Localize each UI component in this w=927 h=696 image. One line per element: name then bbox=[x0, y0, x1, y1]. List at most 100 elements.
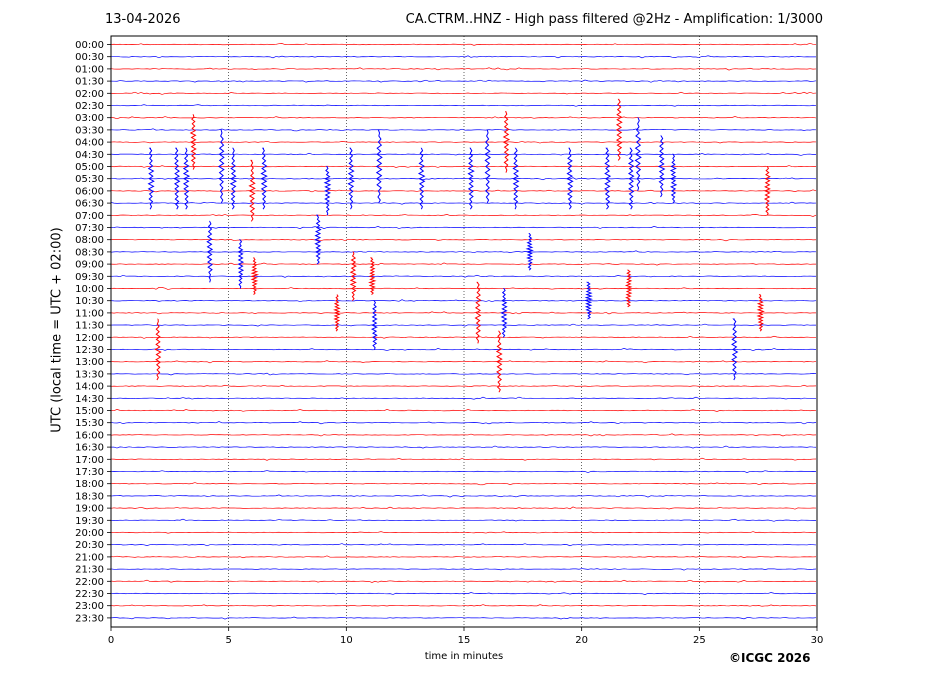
event-mark-39 bbox=[731, 318, 739, 381]
event-mark-31 bbox=[584, 281, 593, 320]
event-mark-14 bbox=[502, 111, 511, 173]
event-mark-13 bbox=[484, 129, 492, 204]
trace-1630 bbox=[110, 445, 817, 449]
x-ticks: 0 5 10 15 20 25 30 bbox=[108, 627, 824, 646]
y-tick-label-0330: 03:30 bbox=[75, 125, 104, 136]
trace-0900 bbox=[110, 262, 816, 266]
y-tick-label-0600: 06:00 bbox=[75, 186, 104, 197]
y-tick-label-1830: 18:30 bbox=[75, 491, 104, 502]
y-tick-label-1200: 12:00 bbox=[75, 333, 104, 344]
event-mark-8 bbox=[323, 166, 332, 216]
y-tick-label-2300: 23:00 bbox=[75, 601, 104, 612]
event-mark-33 bbox=[333, 294, 341, 332]
x-tick-label-5: 5 bbox=[225, 635, 231, 646]
copyright-label: ©ICGC 2026 bbox=[729, 651, 811, 665]
y-tick-label-0000: 00:00 bbox=[75, 40, 104, 51]
x-tick-label-25: 25 bbox=[693, 635, 706, 646]
trace-1900 bbox=[110, 506, 817, 510]
event-mark-29 bbox=[368, 257, 377, 295]
y-tick-label-0630: 06:30 bbox=[75, 199, 104, 210]
x-tick-label-10: 10 bbox=[340, 635, 353, 646]
y-tick-label-1730: 17:30 bbox=[75, 467, 104, 478]
y-tick-label-1330: 13:30 bbox=[75, 369, 104, 380]
event-mark-32 bbox=[624, 269, 633, 308]
plot-frame bbox=[110, 35, 818, 628]
y-tick-label-0830: 08:30 bbox=[75, 247, 104, 258]
trace-0230 bbox=[110, 104, 817, 107]
y-tick-label-1630: 16:30 bbox=[75, 443, 104, 454]
x-tick-label-20: 20 bbox=[575, 635, 588, 646]
trace-1200 bbox=[110, 335, 817, 339]
y-tick-label-1230: 12:30 bbox=[75, 345, 104, 356]
trace-0430 bbox=[110, 152, 817, 156]
trace-1600 bbox=[110, 433, 817, 437]
trace-1130 bbox=[110, 323, 817, 327]
y-tick-label-0130: 01:30 bbox=[75, 77, 104, 88]
event-mark-22 bbox=[669, 153, 678, 204]
y-tick-label-0230: 02:30 bbox=[75, 101, 104, 112]
trace-0330 bbox=[110, 128, 817, 132]
chart-title: CA.CTRM..HNZ - High pass filtered @2Hz -… bbox=[405, 12, 823, 27]
y-tick-label-0900: 09:00 bbox=[75, 260, 104, 271]
trace-1800 bbox=[110, 482, 817, 486]
y-tick-label-0030: 00:30 bbox=[75, 52, 104, 63]
y-tick-label-0500: 05:00 bbox=[75, 162, 104, 173]
trace-0830 bbox=[110, 250, 817, 254]
y-tick-label-0200: 02:00 bbox=[75, 89, 104, 100]
y-tick-label-0300: 03:00 bbox=[75, 113, 104, 124]
trace-2100 bbox=[110, 555, 817, 559]
y-tick-label-1130: 11:30 bbox=[75, 321, 104, 332]
trace-2230 bbox=[110, 592, 817, 595]
y-tick-label-0400: 04:00 bbox=[75, 138, 104, 149]
y-tick-label-0100: 01:00 bbox=[75, 64, 104, 75]
event-mark-10 bbox=[375, 129, 383, 204]
y-tick-label-1930: 19:30 bbox=[75, 516, 104, 527]
trace-1530 bbox=[110, 421, 817, 425]
y-tick-label-0700: 07:00 bbox=[75, 211, 104, 222]
trace-0700 bbox=[110, 213, 817, 217]
trace-1300 bbox=[110, 360, 817, 364]
y-tick-label-2100: 21:00 bbox=[75, 552, 104, 563]
trace-1100 bbox=[110, 311, 817, 315]
trace-0530 bbox=[110, 177, 817, 181]
y-tick-label-1700: 17:00 bbox=[75, 455, 104, 466]
trace-1700 bbox=[110, 457, 817, 461]
y-tick-label-0730: 07:30 bbox=[75, 223, 104, 234]
event-mark-28 bbox=[349, 251, 357, 302]
trace-0300 bbox=[110, 116, 817, 120]
y-tick-label-0800: 08:00 bbox=[75, 235, 104, 246]
y-tick-label-1900: 19:00 bbox=[75, 504, 104, 515]
trace-0130 bbox=[110, 79, 817, 83]
y-tick-label-1530: 15:30 bbox=[75, 418, 104, 429]
event-mark-18 bbox=[615, 98, 623, 161]
trace-1230 bbox=[110, 348, 817, 352]
event-mark-3 bbox=[173, 147, 181, 210]
event-mark-17 bbox=[604, 147, 612, 210]
trace-0800 bbox=[110, 238, 817, 242]
event-mark-2 bbox=[147, 147, 155, 210]
date-label: 13-04-2026 bbox=[105, 12, 181, 27]
trace-0200 bbox=[110, 91, 817, 95]
trace-lines bbox=[110, 42, 817, 620]
y-tick-label-1400: 14:00 bbox=[75, 382, 104, 393]
x-tick-label-30: 30 bbox=[811, 635, 824, 646]
y-tick-label-1800: 18:00 bbox=[75, 479, 104, 490]
event-mark-11 bbox=[417, 147, 426, 210]
y-tick-label-1430: 14:30 bbox=[75, 394, 104, 405]
trace-1930 bbox=[110, 518, 817, 522]
event-mark-25 bbox=[237, 239, 245, 289]
event-mark-40 bbox=[495, 330, 503, 393]
trace-2330 bbox=[110, 616, 817, 620]
event-mark-23 bbox=[763, 166, 771, 216]
y-tick-label-1000: 10:00 bbox=[75, 284, 104, 295]
trace-0030 bbox=[110, 55, 817, 59]
event-marks bbox=[147, 98, 771, 393]
trace-2300 bbox=[110, 604, 817, 607]
y-tick-label-1030: 10:30 bbox=[75, 296, 104, 307]
y-tick-label-0430: 04:30 bbox=[75, 150, 104, 161]
y-tick-label-2230: 22:30 bbox=[75, 589, 104, 600]
event-mark-26 bbox=[250, 257, 260, 295]
trace-2000 bbox=[110, 531, 817, 534]
y-tick-label-2030: 20:30 bbox=[75, 540, 104, 551]
